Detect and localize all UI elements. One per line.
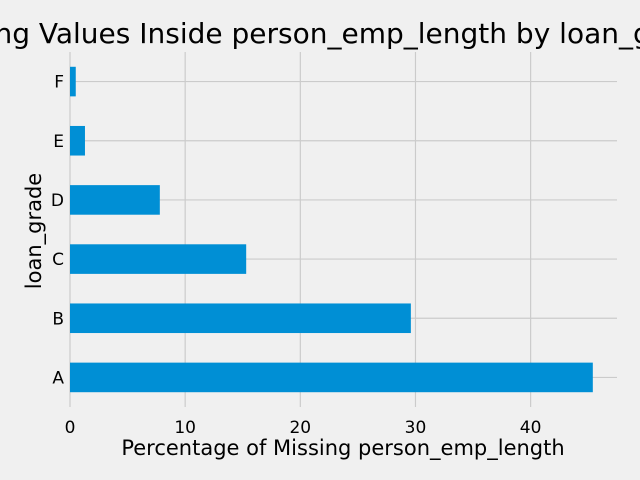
y-tick-labels: A B C D E F xyxy=(51,73,64,389)
y-tick-label: F xyxy=(54,73,64,93)
bar-B xyxy=(70,303,411,334)
x-tick-label: 0 xyxy=(65,418,76,438)
y-tick-label: E xyxy=(53,132,64,152)
bar-C xyxy=(70,244,247,274)
y-tick-label: A xyxy=(52,368,64,388)
bar-D xyxy=(70,185,160,215)
x-tick-label: 10 xyxy=(174,418,196,438)
y-axis-label: loan_grade xyxy=(22,173,47,289)
x-tick-label: 30 xyxy=(405,418,427,438)
x-tick-label: 20 xyxy=(289,418,311,438)
x-tick-label: 40 xyxy=(520,418,542,438)
x-axis-label: Percentage of Missing person_emp_length xyxy=(121,436,564,461)
chart-title: Missing Values Inside person_emp_length … xyxy=(0,17,640,50)
bar-A xyxy=(70,362,593,393)
y-tick-label: C xyxy=(52,250,64,270)
y-tick-label: D xyxy=(51,191,64,211)
grid xyxy=(69,52,617,407)
bar-E xyxy=(70,125,85,156)
bar-F xyxy=(70,66,76,97)
x-tick-labels: 0 10 20 30 40 xyxy=(65,418,542,438)
bars xyxy=(70,66,593,393)
y-tick-label: B xyxy=(52,309,64,329)
